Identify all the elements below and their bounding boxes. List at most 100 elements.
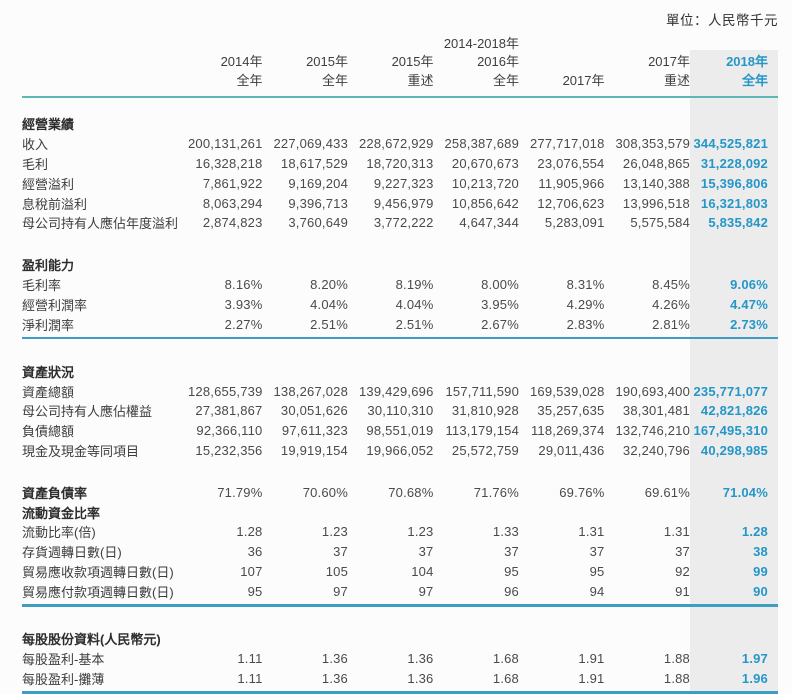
cell-value: 23,076,554 <box>537 155 605 171</box>
cell-value: 37 <box>418 544 434 560</box>
cell-value: 4.04% <box>395 296 434 312</box>
cell-value: 1.96 <box>741 670 768 686</box>
cell-value: 1.31 <box>663 524 690 540</box>
table-row: 淨利潤率 2.27% 2.51% 2.51% 2.67% 2.83% 2.81% 2.73% <box>22 314 778 334</box>
cell-value: 95 <box>504 564 519 580</box>
row-label: 負債總額 <box>22 424 75 440</box>
cell-value: 2.51% <box>310 316 348 332</box>
cell-value: 26,048,865 <box>622 155 690 171</box>
table-row: 每股盈利-攤薄 1.11 1.36 1.36 1.68 1.91 1.88 1.96 <box>22 668 778 688</box>
table-row: 經營溢利 7,861,922 9,169,204 9,227,323 10,213,72… <box>22 173 778 193</box>
section-divider <box>22 336 778 340</box>
table-row: 毛利率 8.16% 8.20% 8.19% 8.00% 8.31% 8.45% 9.06% <box>22 275 778 295</box>
cell-value: 11,905,966 <box>538 175 605 191</box>
cell-value: 105 <box>325 564 348 580</box>
column-header-period: 重述 <box>407 72 434 88</box>
cell-value: 113,179,154 <box>445 423 519 439</box>
cell-value: 235,771,077 <box>693 383 768 399</box>
row-label: 息稅前溢利 <box>22 196 88 212</box>
cell-value: 2.27% <box>224 316 263 332</box>
cell-value: 10,856,642 <box>451 195 519 211</box>
cell-value: 2.51% <box>395 316 434 332</box>
table-row: 現金及現金等同項目 15,232,356 19,919,154 19,966,052 2… <box>22 441 778 461</box>
table-section: 盈利能力 毛利率 8.16% 8.20% 8.19% 8.00% 8.31% 8.45% 9.0… <box>22 255 778 334</box>
cell-value: 70.60% <box>302 484 348 500</box>
cell-value: 18,720,313 <box>366 155 434 171</box>
cell-value: 90 <box>753 583 768 599</box>
table-row: 資產總額 128,655,739 138,267,028 139,429,696 157… <box>22 381 778 401</box>
cell-value: 15,232,356 <box>195 443 263 459</box>
cell-value: 157,711,590 <box>445 383 519 399</box>
cell-value: 1.28 <box>741 524 768 540</box>
table-section: 經營業績 收入 200,131,261 227,069,433 228,672,929 2… <box>22 114 778 233</box>
table-row: 收入 200,131,261 227,069,433 228,672,929 258,3… <box>22 134 778 154</box>
cell-value: 132,746,210 <box>615 423 690 439</box>
cell-value: 169,539,028 <box>530 383 605 399</box>
cell-value: 38,301,481 <box>622 403 690 419</box>
cell-value: 97,611,323 <box>281 423 348 439</box>
cell-value: 1.68 <box>492 650 519 666</box>
table-row: 貿易應收款項週轉日數(日) 107 105 104 95 95 92 99 <box>22 562 778 582</box>
column-header-period: 全年 <box>236 72 263 88</box>
cell-value: 308,353,579 <box>615 136 690 152</box>
column-header-year: 2018年 <box>726 54 768 69</box>
row-label: 貿易應收款項週轉日數(日) <box>22 565 174 581</box>
cell-value: 92 <box>675 564 690 580</box>
cell-value: 139,429,696 <box>359 383 434 399</box>
cell-value: 190,693,400 <box>615 383 690 399</box>
table-row: 母公司持有人應佔年度溢利 2,874,823 3,760,649 3,772,222 4… <box>22 213 778 233</box>
row-label: 資產負債率 <box>22 485 88 501</box>
table-row: 貿易應付款項週轉日數(日) 95 97 97 96 94 91 90 <box>22 581 778 601</box>
column-header-year: 2016年 <box>477 54 519 69</box>
cell-value: 30,051,626 <box>280 403 348 419</box>
cell-value: 344,525,821 <box>693 136 768 152</box>
section-title-row: 盈利能力 <box>22 255 778 275</box>
year-range-header-row: 2014-2018年 <box>22 33 778 51</box>
row-label: 經營業績 <box>22 117 75 133</box>
cell-value: 1.36 <box>407 670 434 686</box>
column-header-year: 2014年 <box>220 54 263 69</box>
row-label: 每股盈利-攤薄 <box>22 671 105 687</box>
cell-value: 38 <box>753 544 768 560</box>
cell-value: 36 <box>247 544 263 560</box>
cell-value: 104 <box>411 564 434 580</box>
cell-value: 1.31 <box>578 524 605 540</box>
cell-value: 96 <box>504 583 519 599</box>
row-label: 母公司持有人應佔權益 <box>22 404 153 420</box>
cell-value: 4.29% <box>566 296 605 312</box>
row-label: 收入 <box>22 137 49 153</box>
cell-value: 13,140,388 <box>622 175 690 191</box>
cell-value: 1.36 <box>407 650 434 666</box>
cell-value: 2.73% <box>730 316 768 332</box>
cell-value: 1.36 <box>321 650 348 666</box>
column-header-year: 2015年 <box>391 54 434 69</box>
cell-value: 97 <box>418 583 434 599</box>
cell-value: 10,213,720 <box>451 175 519 191</box>
column-header-period: 全年 <box>492 72 519 88</box>
cell-value: 4.47% <box>730 296 768 312</box>
cell-value: 95 <box>589 564 605 580</box>
cell-value: 4,647,344 <box>459 215 519 231</box>
cell-value: 107 <box>240 564 263 580</box>
cell-value: 4.26% <box>652 296 690 312</box>
cell-value: 31,810,928 <box>451 403 519 419</box>
cell-value: 71.79% <box>217 484 263 500</box>
cell-value: 37 <box>589 544 605 560</box>
cell-value: 70.68% <box>388 484 434 500</box>
row-label: 經營利潤率 <box>22 297 88 313</box>
cell-value: 138,267,028 <box>273 383 348 399</box>
row-label: 毛利率 <box>22 277 62 293</box>
row-label: 貿易應付款項週轉日數(日) <box>22 584 174 600</box>
cell-value: 16,321,803 <box>700 195 768 211</box>
cell-value: 20,670,673 <box>451 155 519 171</box>
cell-value: 97 <box>333 583 348 599</box>
cell-value: 29,011,436 <box>538 443 605 459</box>
cell-value: 42,821,826 <box>700 403 768 419</box>
column-header-period: 全年 <box>321 72 348 88</box>
cell-value: 18,617,529 <box>280 155 348 171</box>
cell-value: 71.04% <box>722 484 768 500</box>
cell-value: 35,257,635 <box>537 403 605 419</box>
cell-value: 128,655,739 <box>188 383 263 399</box>
